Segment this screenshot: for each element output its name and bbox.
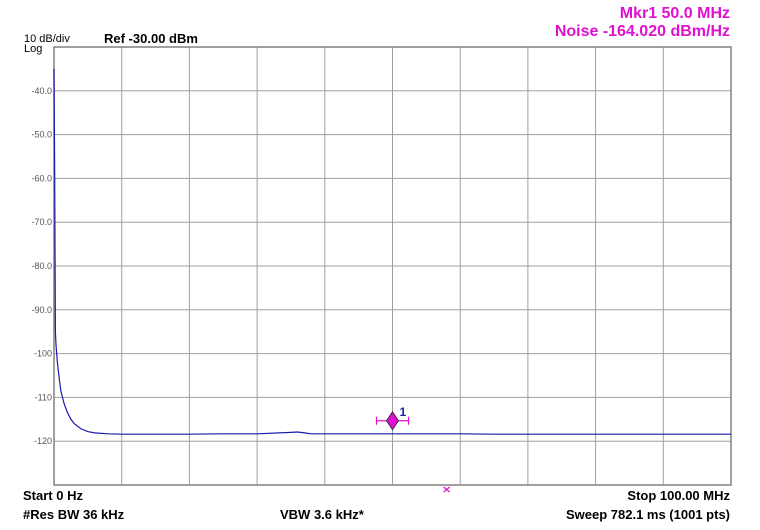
resolution-bandwidth: #Res BW 36 kHz (23, 507, 125, 522)
scale-type: Log (24, 43, 43, 55)
y-tick-label: -100 (34, 349, 52, 359)
start-frequency: Start 0 Hz (23, 488, 83, 503)
reference-level: Ref -30.00 dBm (104, 31, 198, 46)
plot-frame (53, 46, 732, 486)
x-marker-icon (443, 486, 451, 493)
marker-1[interactable]: 1 (375, 405, 410, 431)
marker-noise: Noise -164.020 dBm/Hz (554, 23, 730, 40)
marker-label: 1 (400, 405, 407, 419)
y-tick-label: -70.0 (31, 217, 52, 227)
video-bandwidth: VBW 3.6 kHz* (280, 507, 364, 522)
y-tick-label: -110 (35, 392, 52, 402)
sweep-time: Sweep 782.1 ms (1001 pts) (565, 507, 730, 522)
reference-marker-x (443, 486, 451, 493)
stop-frequency: Stop 100.00 MHz (627, 488, 730, 503)
marker-frequency: Mkr1 50.0 MHz (619, 5, 730, 22)
y-tick-label: -60.0 (31, 173, 52, 183)
grid (54, 47, 731, 485)
y-tick-label: -120 (34, 436, 52, 446)
y-tick-label: -40.0 (31, 86, 52, 96)
y-tick-label: -90.0 (31, 305, 52, 315)
y-tick-label: -80.0 (31, 261, 52, 271)
trace-line (53, 68, 731, 435)
scale-per-div: 10 dB/div (24, 33, 70, 45)
marker-diamond-icon[interactable] (386, 411, 399, 431)
y-axis-ticks: -40.0 -50.0 -60.0 -70.0 -80.0 -90.0 -100 -110 -1… (31, 86, 52, 446)
y-tick-label: -50.0 (31, 130, 52, 140)
